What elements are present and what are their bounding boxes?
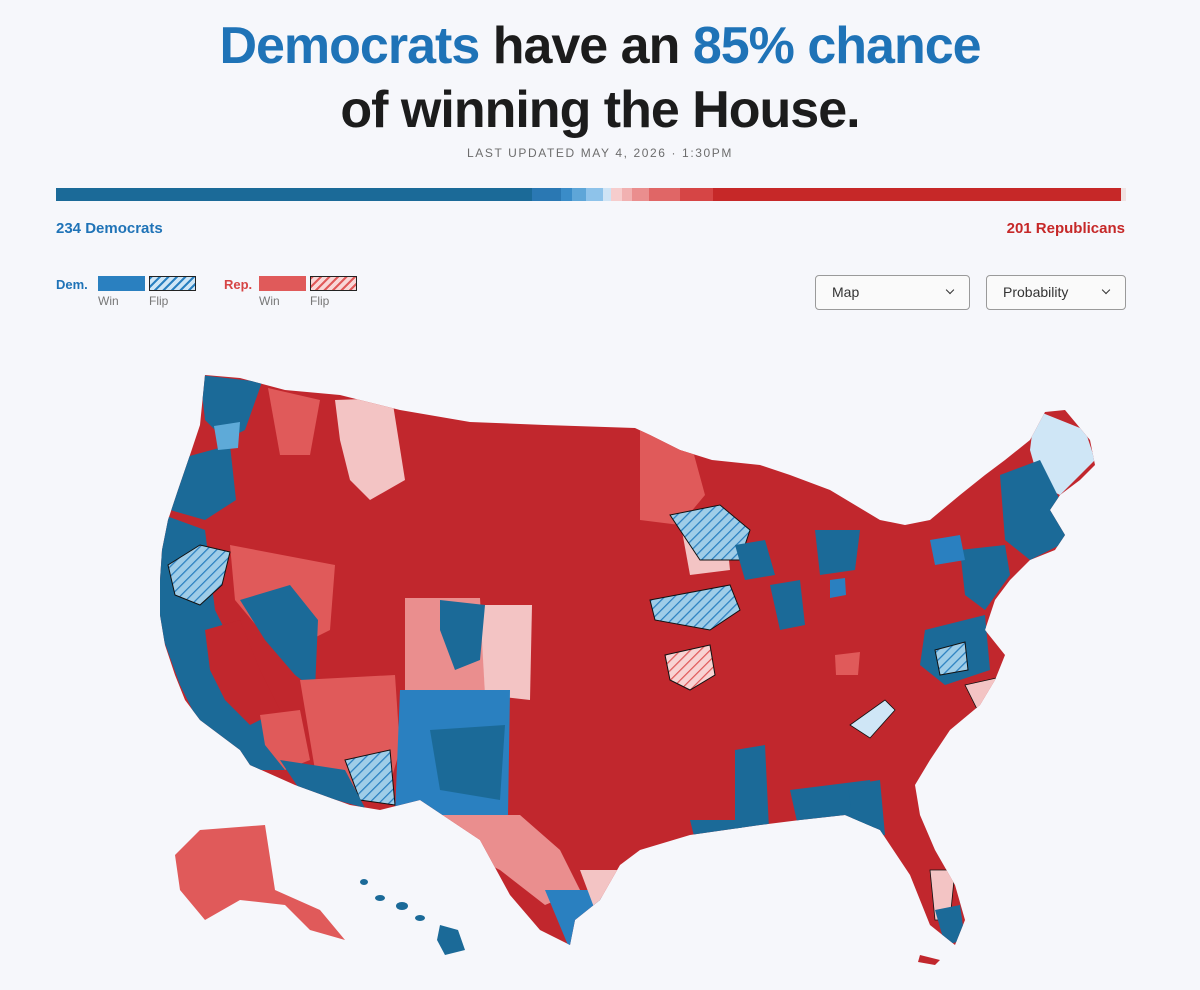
district-east-wa-rep[interactable] bbox=[268, 388, 320, 455]
district-idaho-montana-lean[interactable] bbox=[335, 398, 405, 500]
view-select-value: Map bbox=[832, 284, 860, 300]
headline: Democrats have an 85% chance of winning … bbox=[0, 14, 1200, 142]
district-ca-central-rep[interactable] bbox=[205, 620, 280, 725]
district-arizona-flip[interactable] bbox=[344, 749, 396, 806]
seat-bar-segment bbox=[631, 188, 649, 201]
district-new-york-city-dem[interactable] bbox=[960, 545, 1010, 610]
district-alaska[interactable] bbox=[175, 825, 345, 940]
district-kentucky-lean-rep[interactable] bbox=[835, 652, 860, 675]
seat-bar-segment bbox=[712, 188, 1121, 201]
district-regions bbox=[160, 375, 1095, 945]
headline-middle: have an bbox=[479, 17, 693, 75]
last-updated: LAST UPDATED MAY 4, 2026 · 1:30PM bbox=[467, 146, 733, 160]
district-arizona-dem[interactable] bbox=[280, 760, 365, 808]
seat-bar-segment bbox=[585, 188, 603, 201]
legend-dem-flip-swatch bbox=[149, 276, 196, 291]
district-tennessee-tilt-dem[interactable] bbox=[849, 699, 896, 739]
district-colorado-tilt[interactable] bbox=[480, 605, 532, 700]
legend-rep-win-swatch bbox=[259, 276, 306, 291]
district-ca-flip[interactable] bbox=[167, 544, 231, 606]
district-wa-lean[interactable] bbox=[214, 422, 240, 450]
seat-bar-segment bbox=[648, 188, 680, 201]
district-nevada-dem[interactable] bbox=[240, 585, 318, 690]
seat-distribution-bar bbox=[56, 188, 1126, 201]
district-michigan-dem[interactable] bbox=[815, 530, 860, 575]
legend-rep-flip-swatch bbox=[310, 276, 357, 291]
house-district-map[interactable] bbox=[0, 330, 1200, 990]
district-milwaukee-dem[interactable] bbox=[735, 540, 775, 580]
chevron-down-icon bbox=[1101, 285, 1111, 295]
district-hawaii[interactable] bbox=[360, 879, 465, 955]
seat-bar-segment bbox=[56, 188, 533, 201]
headline-line-1: Democrats have an 85% chance bbox=[0, 14, 1200, 78]
headline-chance: 85% chance bbox=[692, 17, 982, 75]
district-florida-keys[interactable] bbox=[918, 955, 940, 965]
district-colorado-dem[interactable] bbox=[440, 600, 485, 670]
district-missouri-flip-rep[interactable] bbox=[664, 644, 716, 691]
seat-bar-segment bbox=[1120, 188, 1126, 201]
legend-rep-label: Rep. bbox=[224, 277, 253, 292]
district-ny-upstate-dem[interactable] bbox=[930, 535, 965, 565]
seat-bar-segment bbox=[532, 188, 562, 201]
metric-select-value: Probability bbox=[1003, 284, 1069, 300]
legend-dem-flip-label: Flip bbox=[149, 294, 169, 308]
district-louisiana-dem[interactable] bbox=[690, 820, 750, 860]
legend-rep-flip-label: Flip bbox=[310, 294, 330, 308]
legend-dem-label: Dem. bbox=[56, 277, 88, 292]
seat-bar-segment bbox=[611, 188, 622, 201]
district-washington-west[interactable] bbox=[200, 375, 262, 440]
democrats-seat-count: 234 Democrats bbox=[56, 220, 163, 237]
district-ohio-dem[interactable] bbox=[830, 578, 846, 598]
chevron-down-icon bbox=[945, 285, 955, 295]
seat-bar-segment bbox=[679, 188, 713, 201]
district-minnesota-lean[interactable] bbox=[640, 430, 705, 525]
seat-bar-segment bbox=[561, 188, 572, 201]
legend-rep-win-label: Win bbox=[259, 294, 280, 308]
headline-line-2: of winning the House. bbox=[340, 81, 860, 139]
legend-dem-win-swatch bbox=[98, 276, 145, 291]
republicans-seat-count: 201 Republicans bbox=[1006, 220, 1125, 237]
district-ca-lean-rep[interactable] bbox=[260, 710, 310, 770]
district-florida-dem[interactable] bbox=[935, 905, 965, 945]
district-virginia-flip[interactable] bbox=[934, 641, 969, 676]
district-iowa-flip[interactable] bbox=[649, 584, 741, 631]
seat-bar-segment bbox=[621, 188, 632, 201]
district-new-england-dem[interactable] bbox=[1000, 460, 1070, 560]
district-mississippi-dem[interactable] bbox=[735, 745, 770, 850]
district-georgia-dem[interactable] bbox=[848, 780, 885, 840]
district-chicago-dem[interactable] bbox=[770, 580, 805, 630]
view-select[interactable]: Map bbox=[815, 275, 970, 310]
metric-select[interactable]: Probability bbox=[986, 275, 1126, 310]
legend-dem-win-label: Win bbox=[98, 294, 119, 308]
district-new-mexico-south[interactable] bbox=[430, 725, 505, 800]
seat-bar-segment bbox=[571, 188, 586, 201]
headline-party: Democrats bbox=[219, 17, 480, 75]
seat-bar-segment bbox=[602, 188, 612, 201]
